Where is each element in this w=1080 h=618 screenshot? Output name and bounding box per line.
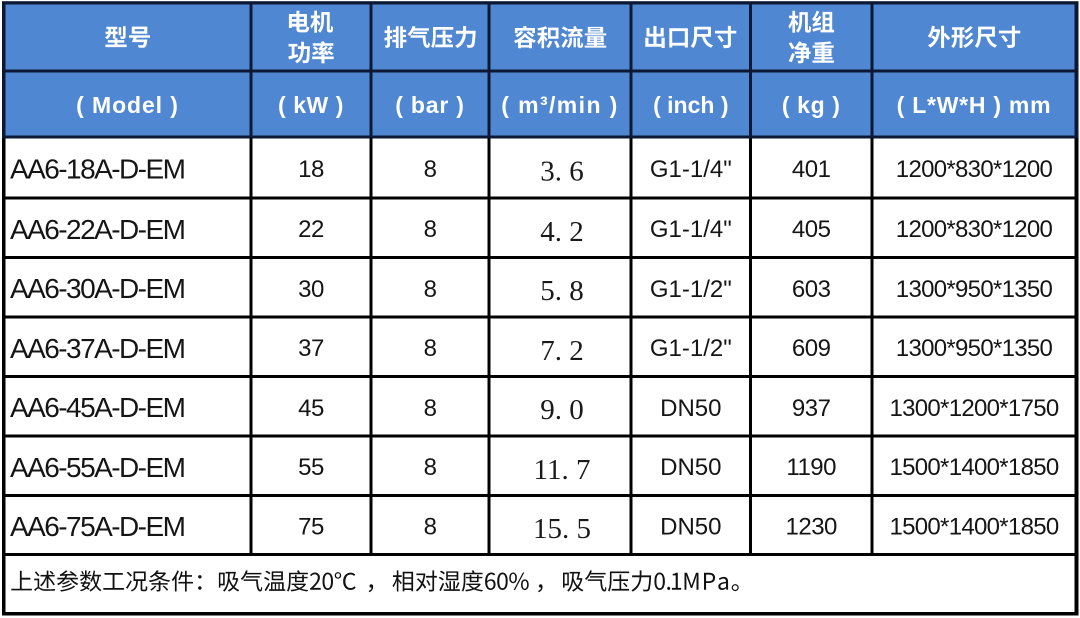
svg-text:45: 45 <box>298 395 324 422</box>
svg-text:AA6-55A-D-EM: AA6-55A-D-EM <box>10 452 185 483</box>
svg-text:G1-1/2": G1-1/2" <box>650 276 732 303</box>
svg-text:937: 937 <box>792 395 831 422</box>
svg-text:11. 7: 11. 7 <box>534 454 591 486</box>
svg-text:1500*1400*1850: 1500*1400*1850 <box>889 514 1058 541</box>
svg-text:7. 2: 7. 2 <box>540 335 584 367</box>
svg-text:75: 75 <box>298 514 324 541</box>
svg-text:DN50: DN50 <box>660 454 721 481</box>
svg-text:8: 8 <box>424 216 437 243</box>
svg-text:8: 8 <box>424 395 437 422</box>
svg-text:401: 401 <box>792 156 831 183</box>
svg-text:( bar ): ( bar ) <box>395 92 465 118</box>
svg-text:1300*1200*1750: 1300*1200*1750 <box>889 395 1058 422</box>
svg-text:1300*950*1350: 1300*950*1350 <box>896 335 1053 362</box>
svg-text:( L*W*H ) mm: ( L*W*H ) mm <box>897 92 1052 118</box>
svg-text:G1-1/2": G1-1/2" <box>650 335 732 362</box>
svg-text:8: 8 <box>424 454 437 481</box>
svg-text:8: 8 <box>424 335 437 362</box>
svg-text:8: 8 <box>424 514 437 541</box>
svg-text:( Model ): ( Model ) <box>76 92 179 118</box>
svg-text:603: 603 <box>792 276 831 303</box>
svg-text:( kW ): ( kW ) <box>278 92 344 118</box>
svg-text:3. 6: 3. 6 <box>540 156 584 188</box>
svg-text:AA6-30A-D-EM: AA6-30A-D-EM <box>10 273 185 304</box>
svg-text:30: 30 <box>298 276 324 303</box>
svg-text:22: 22 <box>298 216 324 243</box>
svg-text:DN50: DN50 <box>660 395 721 422</box>
svg-text:G1-1/4": G1-1/4" <box>650 156 732 183</box>
svg-text:( inch ): ( inch ) <box>653 92 728 118</box>
svg-text:1500*1400*1850: 1500*1400*1850 <box>889 454 1058 481</box>
svg-text:5. 8: 5. 8 <box>540 275 584 307</box>
svg-text:AA6-22A-D-EM: AA6-22A-D-EM <box>10 214 185 245</box>
svg-text:1230: 1230 <box>786 514 838 541</box>
svg-text:DN50: DN50 <box>660 514 721 541</box>
svg-text:8: 8 <box>424 156 437 183</box>
svg-text:4. 2: 4. 2 <box>540 216 584 248</box>
svg-text:1200*830*1200: 1200*830*1200 <box>896 156 1053 183</box>
svg-text:G1-1/4": G1-1/4" <box>650 216 732 243</box>
svg-text:405: 405 <box>792 216 831 243</box>
svg-text:37: 37 <box>298 335 324 362</box>
svg-text:9. 0: 9. 0 <box>540 394 584 426</box>
svg-text:( m³/min ): ( m³/min ) <box>501 92 619 118</box>
svg-text:18: 18 <box>298 156 324 183</box>
svg-text:1190: 1190 <box>786 454 836 481</box>
svg-text:15. 5: 15. 5 <box>533 513 591 545</box>
svg-text:AA6-37A-D-EM: AA6-37A-D-EM <box>10 333 185 364</box>
svg-text:609: 609 <box>792 335 831 362</box>
svg-text:1300*950*1350: 1300*950*1350 <box>896 276 1053 303</box>
svg-text:AA6-18A-D-EM: AA6-18A-D-EM <box>10 154 185 185</box>
svg-text:AA6-75A-D-EM: AA6-75A-D-EM <box>10 511 185 542</box>
svg-text:( kg ): ( kg ) <box>782 92 841 118</box>
svg-text:AA6-45A-D-EM: AA6-45A-D-EM <box>10 392 185 423</box>
svg-text:55: 55 <box>298 454 324 481</box>
svg-text:8: 8 <box>424 276 437 303</box>
svg-text:1200*830*1200: 1200*830*1200 <box>896 216 1053 243</box>
